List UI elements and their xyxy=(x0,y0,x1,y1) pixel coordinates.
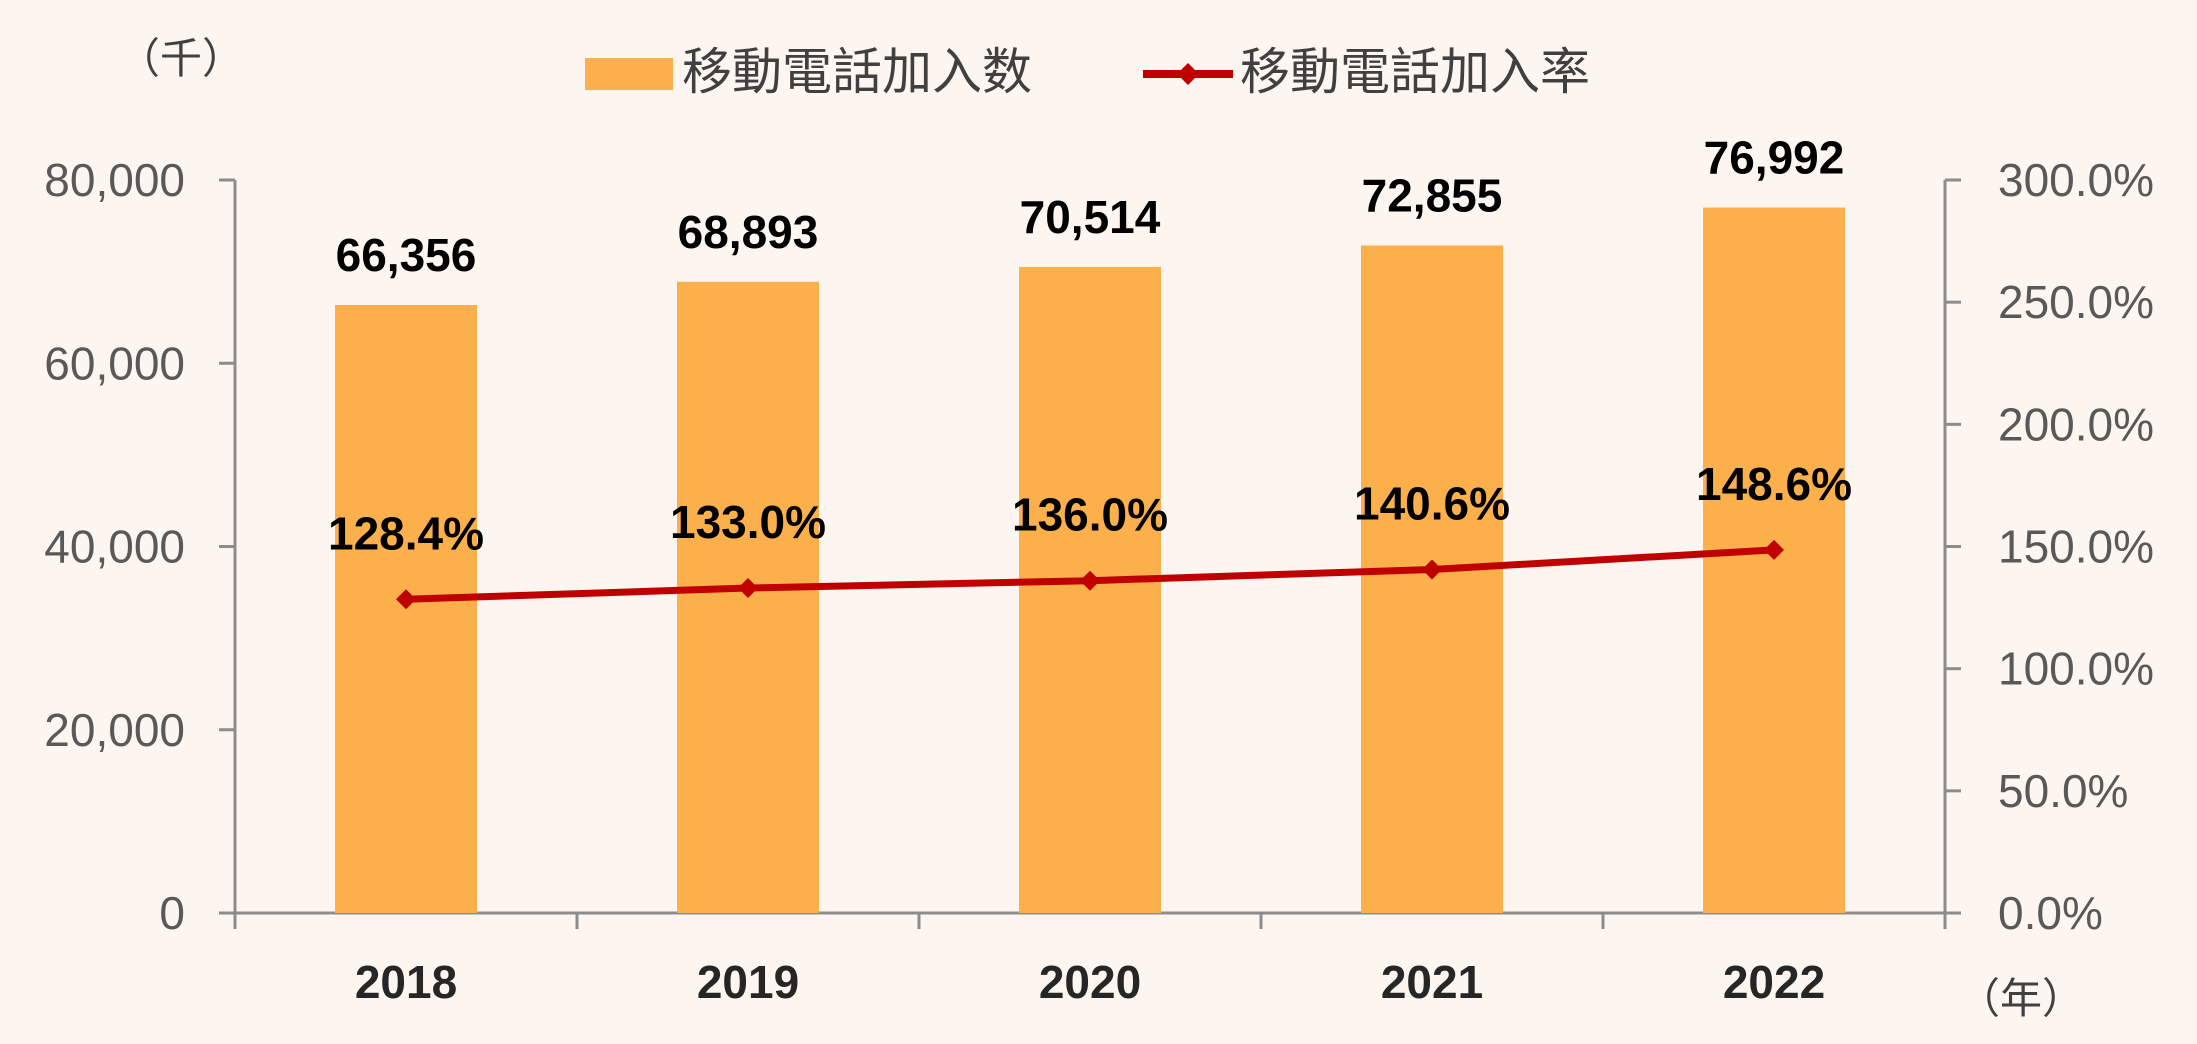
category-label: 2020 xyxy=(1039,956,1141,1008)
rate-value-label: 148.6% xyxy=(1696,458,1852,510)
bar-value-label: 66,356 xyxy=(336,229,477,281)
left-tick-label: 20,000 xyxy=(44,704,185,756)
rate-value-label: 133.0% xyxy=(670,496,826,548)
axes: 0 20,000 40,000 60,000 80,000 0.0% 50.0% 100.0%… xyxy=(44,154,2154,1008)
rate-marker xyxy=(738,578,758,599)
rate-marker xyxy=(1764,539,1784,560)
right-tick-label: 250.0% xyxy=(1998,276,2154,328)
right-tick-label: 300.0% xyxy=(1998,154,2154,206)
legend-bar-label: 移動電話加入数 xyxy=(682,43,1032,101)
legend-line-marker xyxy=(1177,63,1199,85)
right-tick-label: 150.0% xyxy=(1998,521,2154,573)
category-label: 2022 xyxy=(1723,956,1825,1008)
legend-bar-swatch xyxy=(585,58,673,90)
bar-value-label: 70,514 xyxy=(1020,191,1161,243)
rate-value-label: 136.0% xyxy=(1012,489,1168,541)
right-tick-label: 200.0% xyxy=(1998,398,2154,450)
category-label: 2018 xyxy=(355,956,457,1008)
line-series xyxy=(396,539,1784,610)
left-tick-label: 0 xyxy=(159,887,185,939)
right-tick-label: 50.0% xyxy=(1998,765,2128,817)
legend: 移動電話加入数 移動電話加入率 xyxy=(585,43,1590,101)
right-tick-label: 0.0% xyxy=(1998,887,2103,939)
left-axis-unit: （千） xyxy=(118,34,244,83)
left-tick-label: 40,000 xyxy=(44,521,185,573)
rate-marker xyxy=(396,589,416,610)
category-label: 2021 xyxy=(1381,956,1483,1008)
rate-marker xyxy=(1422,559,1442,580)
legend-line-label: 移動電話加入率 xyxy=(1240,43,1590,101)
bar-value-label: 68,893 xyxy=(678,206,819,258)
bar xyxy=(1703,207,1845,914)
category-label: 2019 xyxy=(697,956,799,1008)
bar-value-label: 72,855 xyxy=(1362,169,1503,221)
bar-value-label: 76,992 xyxy=(1704,132,1845,184)
rate-value-label: 128.4% xyxy=(328,507,484,559)
data-labels: 66,356 68,893 70,514 72,855 76,992 128.4% 133.… xyxy=(328,132,1852,560)
rate-marker xyxy=(1080,570,1100,591)
left-tick-label: 60,000 xyxy=(44,337,185,389)
left-tick-label: 80,000 xyxy=(44,154,185,206)
right-tick-label: 100.0% xyxy=(1998,643,2154,695)
rate-value-label: 140.6% xyxy=(1354,477,1510,529)
x-axis-unit: （年） xyxy=(1958,974,2084,1023)
